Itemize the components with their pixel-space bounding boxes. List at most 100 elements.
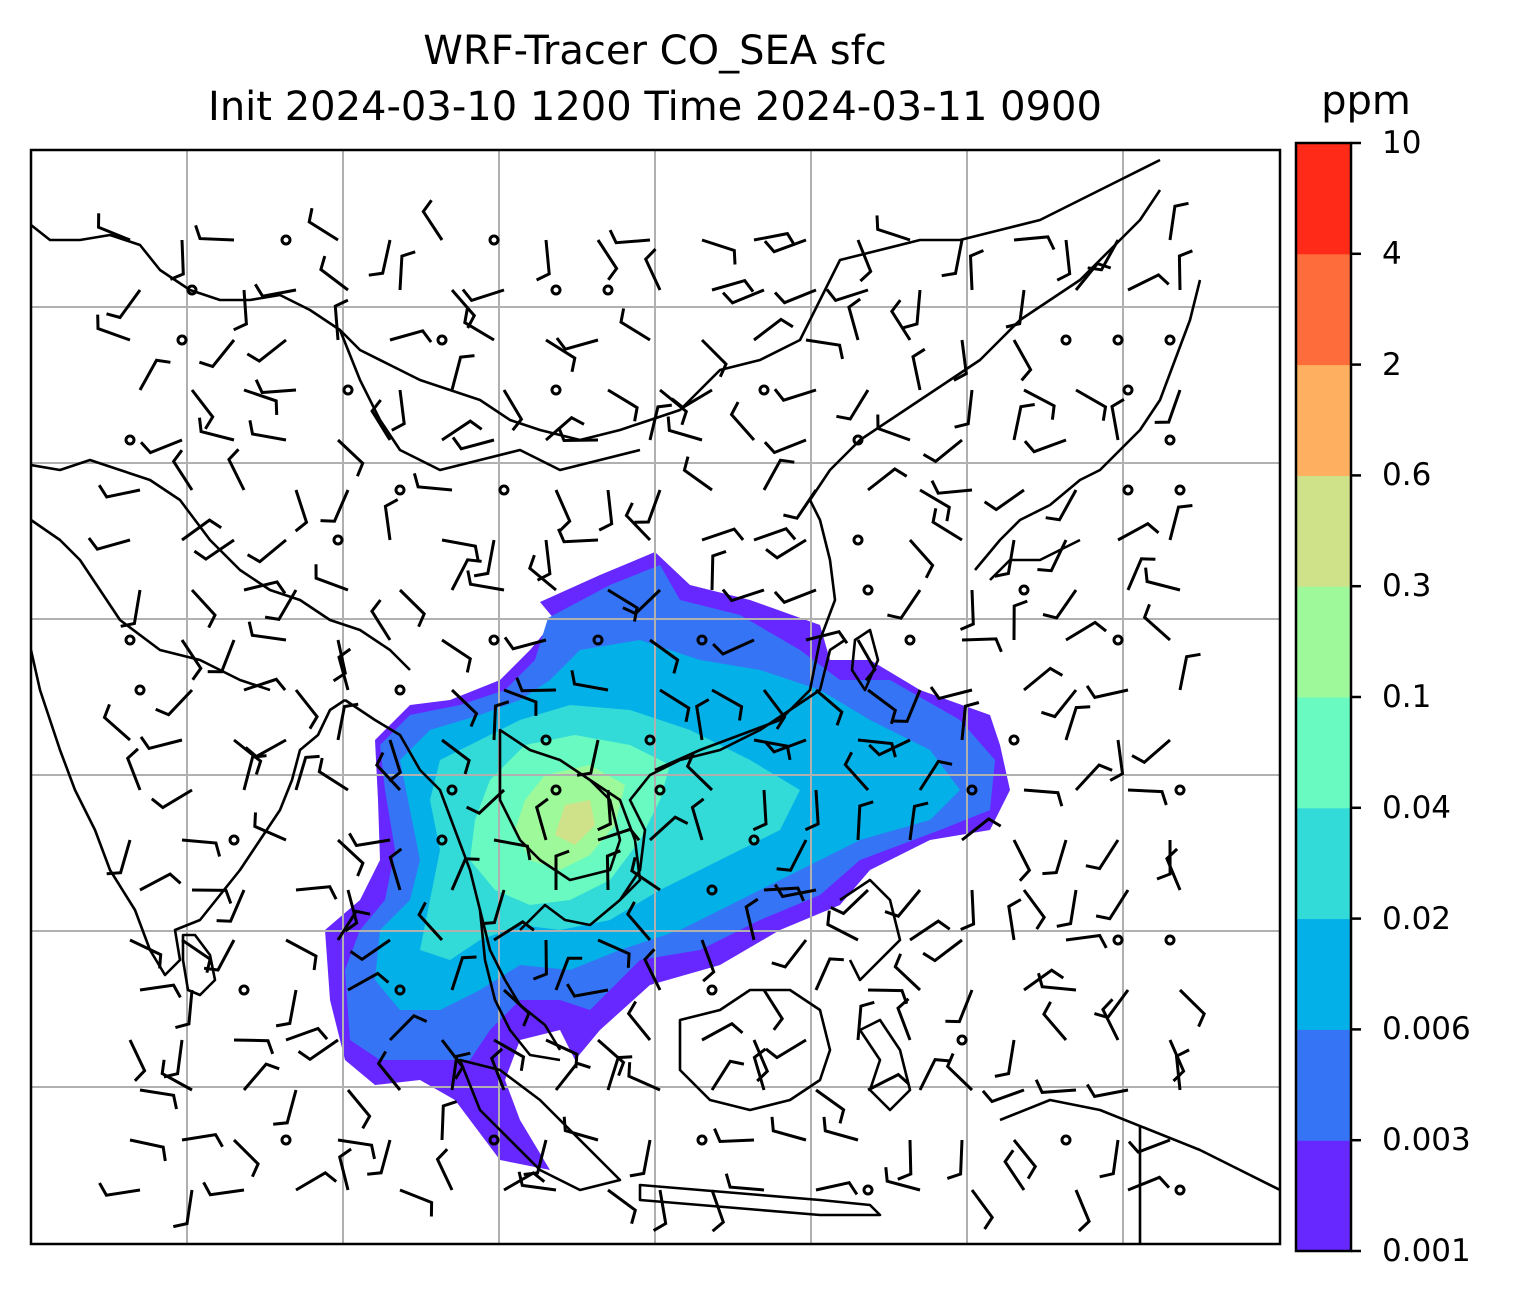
wind-barb <box>597 789 612 832</box>
calm-wind-circle <box>852 434 864 446</box>
wind-barb <box>337 647 352 691</box>
wind-barb <box>836 389 870 421</box>
wind-barb <box>856 800 874 841</box>
wind-barb <box>307 207 339 242</box>
wind-barb <box>856 639 877 682</box>
wind-barb <box>941 239 964 278</box>
wind-barb <box>389 329 433 343</box>
wind-barb <box>909 919 951 942</box>
calm-wind-circle <box>1018 584 1030 596</box>
wind-barb <box>566 983 609 998</box>
wind-barb <box>625 901 652 941</box>
calm-wind-circle <box>852 534 864 546</box>
wind-barb <box>398 250 416 291</box>
wind-barb <box>275 989 298 1028</box>
wind-barb <box>857 738 897 758</box>
wind-barb <box>492 700 510 741</box>
wind-barb <box>815 1088 846 1124</box>
wind-barb <box>129 1138 167 1162</box>
wind-barb <box>670 388 713 410</box>
wind-barb <box>190 588 217 629</box>
wind-barb <box>346 1089 372 1130</box>
calm-wind-circle <box>1174 1184 1186 1196</box>
wind-barb <box>1165 847 1182 891</box>
wind-barb <box>805 629 849 645</box>
wind-barb <box>120 589 142 628</box>
wind-barb <box>627 1062 661 1092</box>
wind-barb <box>1101 998 1120 1041</box>
wind-barb <box>207 639 236 674</box>
wind-barb <box>1012 403 1035 441</box>
wind-barb <box>503 636 547 651</box>
wind-barb <box>773 388 817 402</box>
wind-barb <box>685 752 714 792</box>
wind-barb <box>332 639 347 683</box>
wind-barb <box>155 688 194 717</box>
calm-wind-circle <box>436 834 448 846</box>
wind-barb <box>598 489 614 532</box>
wind-barb <box>125 747 142 791</box>
wind-barb <box>724 1173 765 1192</box>
wind-barb <box>649 638 680 674</box>
calm-wind-circle <box>1112 334 1124 346</box>
wind-barb <box>643 948 662 991</box>
wind-barb <box>175 989 194 1030</box>
wind-barb <box>139 736 183 751</box>
wind-barb <box>597 827 641 842</box>
colorbar-tick-label: 0.003 <box>1382 1122 1471 1159</box>
wind-barb <box>961 637 1003 653</box>
wind-barb <box>440 1100 458 1141</box>
wind-barb <box>643 248 662 291</box>
wind-barb <box>502 389 524 432</box>
wind-barb <box>171 449 194 491</box>
calm-wind-circle <box>550 784 562 796</box>
calm-wind-circle <box>758 384 770 396</box>
wind-barb <box>242 1062 280 1091</box>
wind-barb <box>1127 273 1170 292</box>
wind-barb <box>254 379 297 395</box>
wind-barb <box>532 939 548 981</box>
wind-barb <box>1022 889 1047 930</box>
wind-barb <box>897 1139 913 1181</box>
wind-barb <box>867 988 909 1005</box>
wind-barb <box>555 337 599 351</box>
wind-barb <box>822 1116 859 1142</box>
wind-barb <box>451 436 495 451</box>
wind-barb <box>388 847 403 891</box>
wind-barb <box>1037 539 1068 573</box>
wind-barb <box>106 289 142 320</box>
wind-barb <box>887 589 922 620</box>
calm-wind-circle <box>446 784 458 796</box>
colorbar-tick-label: 0.3 <box>1382 568 1432 605</box>
wind-barb <box>450 289 477 329</box>
wind-barb <box>295 1170 338 1192</box>
wind-barb <box>960 889 976 931</box>
wind-barb <box>1056 889 1078 928</box>
wind-barb <box>930 480 973 495</box>
wind-barb <box>1007 898 1022 941</box>
wind-barb <box>244 738 287 759</box>
wind-barb <box>233 1038 275 1055</box>
wind-barb <box>1127 1138 1171 1154</box>
wind-barb <box>317 757 349 792</box>
wind-barb <box>376 1050 402 1091</box>
wind-barb <box>983 488 1025 512</box>
wind-barb <box>826 910 859 942</box>
wind-barb <box>893 953 922 992</box>
wind-barb <box>875 215 911 242</box>
coast-srilanka <box>181 933 217 997</box>
wind-barb <box>908 539 935 579</box>
wind-barb <box>752 789 768 832</box>
calm-wind-circle <box>956 1034 968 1046</box>
coast-sumatra <box>458 1058 622 1192</box>
wind-barb <box>1012 339 1033 382</box>
border-interior-2 <box>338 329 641 472</box>
calm-wind-circle <box>592 634 604 646</box>
wind-barb <box>1127 1175 1171 1192</box>
calm-wind-circle <box>748 834 760 846</box>
calm-wind-circle <box>342 384 354 396</box>
coast-borneo <box>678 988 832 1112</box>
calm-wind-circle <box>1174 484 1186 496</box>
wind-barb <box>337 1138 376 1160</box>
colorbar-segment <box>1296 253 1351 366</box>
